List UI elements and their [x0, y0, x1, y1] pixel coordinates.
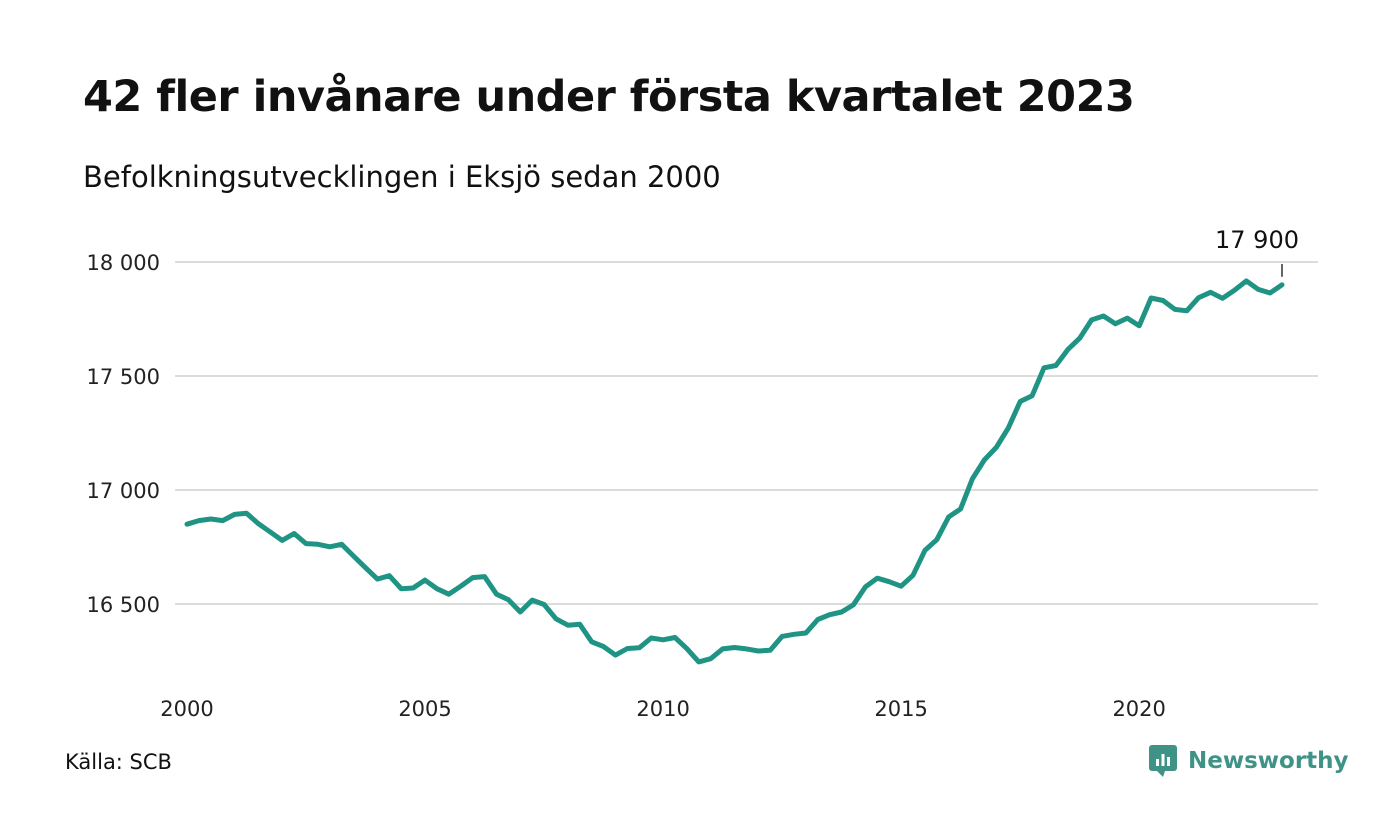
brand-name: Newsworthy	[1188, 748, 1349, 774]
x-tick-label: 2015	[874, 697, 927, 721]
y-tick-label: 17 500	[87, 365, 160, 389]
brand-logo: Newsworthy	[1148, 744, 1349, 778]
chart-title: 42 fler invånare under första kvartalet …	[83, 72, 1135, 122]
x-axis-tick-labels: 2000 2005 2010 2015 2020	[160, 697, 1166, 721]
x-tick-label: 2020	[1112, 697, 1165, 721]
annotation-layer: 17 900	[1215, 226, 1299, 277]
y-tick-label: 16 500	[87, 593, 160, 617]
x-tick-label: 2005	[398, 697, 451, 721]
source-note: Källa: SCB	[65, 750, 172, 774]
chart-subtitle: Befolkningsutvecklingen i Eksjö sedan 20…	[83, 160, 721, 194]
y-tick-label: 17 000	[87, 479, 160, 503]
x-tick-label: 2010	[636, 697, 689, 721]
gridlines	[175, 261, 1318, 605]
y-tick-label: 18 000	[87, 251, 160, 275]
y-axis-tick-labels: 16 500 17 000 17 500 18 000	[87, 251, 160, 617]
x-tick-label: 2000	[160, 697, 213, 721]
annotation-label: 17 900	[1215, 226, 1299, 254]
population-line	[184, 278, 1285, 665]
newsworthy-logo-icon	[1149, 745, 1177, 777]
series-layer	[184, 278, 1285, 665]
